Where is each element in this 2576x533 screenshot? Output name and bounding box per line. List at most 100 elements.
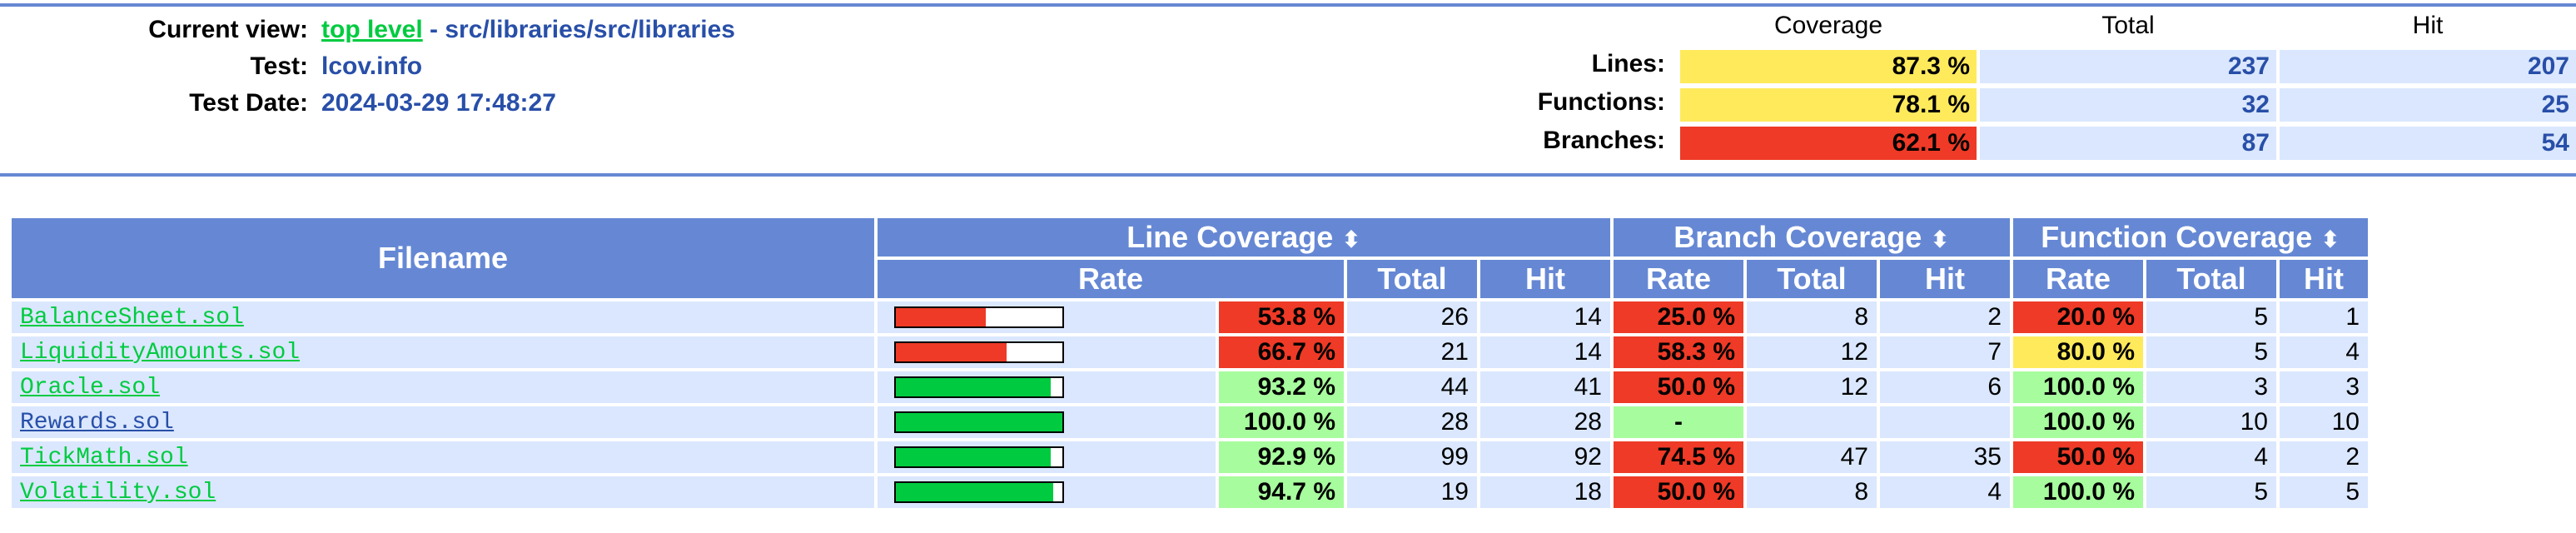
function-hit-cell: 5 bbox=[2280, 476, 2368, 508]
line-total-header: Total bbox=[1347, 260, 1477, 298]
function-coverage-header[interactable]: Function Coverage ⬍ bbox=[2013, 218, 2368, 257]
coverage-bar-cell bbox=[878, 336, 1216, 368]
summary-row-label: Functions: bbox=[1537, 88, 1665, 116]
branch-total-cell: 8 bbox=[1747, 476, 1877, 508]
branch-rate-header: Rate bbox=[1614, 260, 1743, 298]
branch-hit-cell: 2 bbox=[1880, 301, 2010, 333]
branch-total-cell: 8 bbox=[1747, 301, 1877, 333]
branch-coverage-label: Branch Coverage bbox=[1673, 220, 1922, 254]
line-total-cell: 26 bbox=[1347, 301, 1477, 333]
coverage-bar bbox=[894, 341, 1064, 363]
filename-cell: TickMath.sol bbox=[12, 441, 874, 473]
coverage-bar-fill bbox=[896, 308, 986, 326]
function-coverage-label: Function Coverage bbox=[2041, 220, 2313, 254]
file-link[interactable]: Volatility.sol bbox=[20, 479, 216, 506]
function-total-cell: 5 bbox=[2146, 301, 2276, 333]
branch-hit-header: Hit bbox=[1880, 260, 2010, 298]
function-rate-cell: 50.0 % bbox=[2013, 441, 2143, 473]
function-rate-cell: 20.0 % bbox=[2013, 301, 2143, 333]
summary-row-label: Lines: bbox=[1591, 50, 1665, 77]
table-row: Oracle.sol 93.2 % 44 41 50.0 % 12 6 100.0 % 3 3 bbox=[12, 371, 2368, 403]
coverage-bar-fill bbox=[896, 413, 1062, 431]
line-rate-cell: 92.9 % bbox=[1219, 441, 1344, 473]
function-hit-cell: 4 bbox=[2280, 336, 2368, 368]
filename-cell: Oracle.sol bbox=[12, 371, 874, 403]
function-hit-cell: 3 bbox=[2280, 371, 2368, 403]
coverage-bar bbox=[894, 306, 1064, 328]
test-date-value: 2024-03-29 17:48:27 bbox=[321, 89, 556, 117]
function-total-cell: 4 bbox=[2146, 441, 2276, 473]
coverage-bar-fill bbox=[896, 343, 1007, 361]
summary-total-value: 237 bbox=[1980, 50, 2276, 83]
filename-cell: Volatility.sol bbox=[12, 476, 874, 508]
summary-coverage-value: 62.1 % bbox=[1680, 127, 1977, 160]
line-hit-cell: 92 bbox=[1480, 441, 1610, 473]
file-link[interactable]: Rewards.sol bbox=[20, 409, 174, 436]
function-total-cell: 5 bbox=[2146, 476, 2276, 508]
line-total-cell: 19 bbox=[1347, 476, 1477, 508]
file-link[interactable]: Oracle.sol bbox=[20, 374, 161, 401]
coverage-bar-cell bbox=[878, 441, 1216, 473]
table-row: Rewards.sol 100.0 % 28 28-100.0 % 10 10 bbox=[12, 406, 2368, 438]
line-hit-cell: 14 bbox=[1480, 301, 1610, 333]
file-link[interactable]: LiquidityAmounts.sol bbox=[20, 339, 301, 366]
branch-hit-cell bbox=[1880, 406, 2010, 438]
line-rate-cell: 93.2 % bbox=[1219, 371, 1344, 403]
function-total-header: Total bbox=[2146, 260, 2276, 298]
sort-icon: ⬍ bbox=[2320, 227, 2340, 252]
sort-icon: ⬍ bbox=[1341, 227, 1361, 252]
function-total-cell: 3 bbox=[2146, 371, 2276, 403]
header-bottom-rule bbox=[0, 173, 2576, 177]
file-link[interactable]: BalanceSheet.sol bbox=[20, 304, 244, 331]
function-rate-cell: 100.0 % bbox=[2013, 371, 2143, 403]
current-view-label: Current view: bbox=[148, 16, 308, 43]
branch-rate-cell: 74.5 % bbox=[1614, 441, 1743, 473]
function-rate-cell: 100.0 % bbox=[2013, 406, 2143, 438]
function-hit-header: Hit bbox=[2280, 260, 2368, 298]
table-row: Volatility.sol 94.7 % 19 18 50.0 % 8 4 100.0 % 5… bbox=[12, 476, 2368, 508]
summary-total-value: 32 bbox=[1980, 88, 2276, 122]
coverage-bar-fill bbox=[896, 483, 1054, 501]
coverage-bar-cell bbox=[878, 371, 1216, 403]
table-row: TickMath.sol 92.9 % 99 92 74.5 % 47 35 50.0 % 4 2 bbox=[12, 441, 2368, 473]
summary-row-label: Branches: bbox=[1543, 127, 1665, 154]
filename-cell: Rewards.sol bbox=[12, 406, 874, 438]
line-hit-cell: 28 bbox=[1480, 406, 1610, 438]
branch-total-cell: 12 bbox=[1747, 371, 1877, 403]
branch-hit-cell: 6 bbox=[1880, 371, 2010, 403]
coverage-bar bbox=[894, 411, 1064, 433]
coverage-table: Filename Line Coverage ⬍ Branch Coverage… bbox=[8, 215, 2371, 511]
summary-total-header: Total bbox=[2101, 12, 2155, 39]
line-rate-cell: 94.7 % bbox=[1219, 476, 1344, 508]
summary-hit-value: 207 bbox=[2280, 50, 2576, 83]
line-coverage-label: Line Coverage bbox=[1126, 220, 1334, 254]
test-date-label: Test Date: bbox=[189, 89, 308, 117]
summary-total-value: 87 bbox=[1980, 127, 2276, 160]
coverage-bar bbox=[894, 376, 1064, 398]
summary-coverage-header: Coverage bbox=[1773, 12, 1883, 39]
branch-total-header: Total bbox=[1747, 260, 1877, 298]
branch-total-cell bbox=[1747, 406, 1877, 438]
function-hit-cell: 1 bbox=[2280, 301, 2368, 333]
line-total-cell: 28 bbox=[1347, 406, 1477, 438]
branch-coverage-header[interactable]: Branch Coverage ⬍ bbox=[1614, 218, 2010, 257]
branch-rate-cell: 58.3 % bbox=[1614, 336, 1743, 368]
coverage-bar bbox=[894, 446, 1064, 468]
branch-rate-cell: 25.0 % bbox=[1614, 301, 1743, 333]
coverage-bar-cell bbox=[878, 406, 1216, 438]
file-link[interactable]: TickMath.sol bbox=[20, 444, 188, 471]
filename-cell: BalanceSheet.sol bbox=[12, 301, 874, 333]
line-coverage-header[interactable]: Line Coverage ⬍ bbox=[878, 218, 1610, 257]
line-rate-cell: 53.8 % bbox=[1219, 301, 1344, 333]
table-row: BalanceSheet.sol 53.8 % 26 14 25.0 % 8 2 20.0 %… bbox=[12, 301, 2368, 333]
line-total-cell: 99 bbox=[1347, 441, 1477, 473]
table-row: LiquidityAmounts.sol 66.7 % 21 14 58.3 % 12 7 8… bbox=[12, 336, 2368, 368]
filename-cell: LiquidityAmounts.sol bbox=[12, 336, 874, 368]
line-hit-cell: 14 bbox=[1480, 336, 1610, 368]
filename-header: Filename bbox=[12, 218, 874, 298]
top-level-link[interactable]: top level bbox=[321, 16, 423, 43]
coverage-bar-fill bbox=[896, 448, 1051, 466]
branch-total-cell: 47 bbox=[1747, 441, 1877, 473]
line-rate-cell: 66.7 % bbox=[1219, 336, 1344, 368]
function-total-cell: 10 bbox=[2146, 406, 2276, 438]
